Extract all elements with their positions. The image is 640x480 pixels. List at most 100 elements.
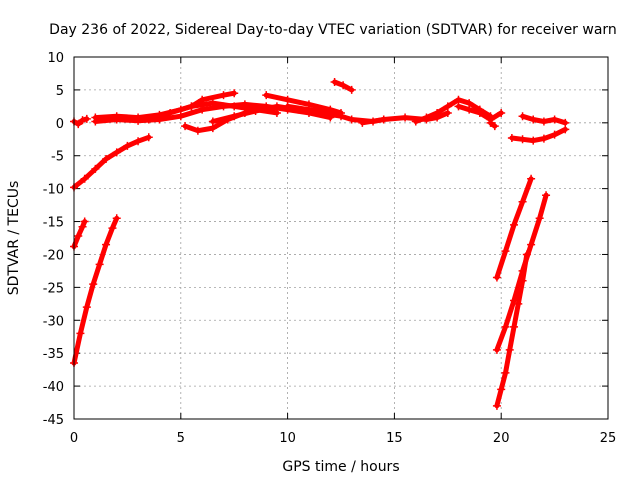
data-point-marker [330, 78, 339, 87]
data-point-marker [518, 112, 527, 121]
series-arc-21 [518, 112, 570, 127]
data-point-marker [510, 220, 519, 229]
y-tick-label: -30 [43, 314, 64, 329]
series-arc-10 [262, 91, 345, 117]
data-point-marker [123, 141, 132, 150]
data-point-marker [193, 126, 202, 135]
x-tick-label: 20 [493, 431, 510, 446]
series-arc-16 [486, 118, 499, 131]
data-point-marker [78, 222, 87, 231]
data-point-marker [550, 115, 559, 124]
data-point-marker [89, 280, 98, 289]
data-point-marker [518, 197, 527, 206]
data-point-marker [527, 240, 536, 249]
y-axis-label: SDTVAR / TECUs [6, 181, 22, 296]
data-point-marker [134, 137, 143, 146]
y-tick-label: -45 [43, 413, 64, 428]
data-point-marker [230, 112, 239, 121]
data-point-marker [561, 118, 570, 127]
data-series [70, 78, 570, 410]
x-tick-label: 5 [177, 431, 185, 446]
series-arc-19 [492, 250, 531, 410]
series-arc-12 [330, 78, 356, 94]
data-point-marker [112, 148, 121, 157]
chart-title: Day 236 of 2022, Sidereal Day-to-day VTE… [49, 22, 617, 38]
data-point-marker [433, 108, 442, 117]
data-point-marker [542, 191, 551, 200]
y-tick-label: -35 [43, 347, 64, 362]
data-point-marker [112, 214, 121, 223]
data-point-marker [102, 155, 111, 164]
y-tick-label: -25 [43, 281, 64, 296]
data-point-marker [134, 116, 143, 125]
data-point-marker [78, 116, 87, 125]
data-point-marker [272, 102, 281, 111]
data-point-marker [465, 105, 474, 114]
data-point-marker [219, 91, 228, 100]
data-point-marker [347, 85, 356, 94]
data-point-marker [339, 81, 348, 90]
data-point-marker [208, 117, 217, 126]
data-point-marker [80, 174, 89, 183]
data-point-marker [181, 122, 190, 131]
data-point-marker [529, 136, 538, 145]
data-point-marker [82, 114, 91, 123]
data-point-marker [112, 115, 121, 124]
data-point-marker [347, 115, 356, 124]
data-point-marker [475, 108, 484, 117]
data-point-marker [492, 273, 501, 282]
data-point-marker [102, 240, 111, 249]
series-trace [71, 219, 88, 250]
data-point-marker [91, 117, 100, 126]
data-point-marker [176, 112, 185, 121]
data-point-marker [411, 117, 420, 126]
data-point-marker [166, 108, 175, 117]
data-point-marker [230, 89, 239, 98]
series-trace [71, 215, 120, 366]
data-point-marker [514, 299, 523, 308]
data-point-marker [358, 118, 367, 127]
data-point-marker [74, 232, 83, 241]
axis-ticks: 0 5 10 15 20 25 10 5 0 -5 -10 -15 -20 -25 -30 -35 -40 -45 [43, 51, 617, 446]
data-point-marker [144, 133, 153, 142]
data-point-marker [401, 113, 410, 122]
data-point-marker [507, 133, 516, 142]
data-point-marker [501, 322, 510, 331]
data-point-marker [492, 401, 501, 410]
plot-frame [73, 56, 609, 420]
series-arc-3 [70, 214, 121, 368]
data-point-marker [91, 164, 100, 173]
data-point-marker [251, 106, 260, 115]
series-arc-15 [454, 102, 506, 124]
data-point-marker [505, 345, 514, 354]
data-point-marker [539, 117, 548, 126]
data-point-marker [501, 368, 510, 377]
data-point-marker [497, 385, 506, 394]
data-point-marker [80, 217, 89, 226]
y-tick-label: 0 [56, 117, 64, 132]
y-tick-label: -5 [51, 150, 64, 165]
y-tick-label: 5 [56, 84, 64, 99]
data-point-marker [527, 174, 536, 183]
data-point-marker [76, 329, 85, 338]
data-point-marker [208, 99, 217, 108]
data-point-marker [262, 91, 271, 100]
x-tick-label: 25 [600, 431, 617, 446]
data-point-marker [379, 115, 388, 124]
data-point-marker [486, 118, 495, 127]
y-tick-label: -40 [43, 380, 64, 395]
data-point-marker [187, 102, 196, 111]
x-tick-label: 0 [70, 431, 78, 446]
x-tick-label: 10 [279, 431, 296, 446]
data-point-marker [492, 345, 501, 354]
data-point-marker [283, 102, 292, 111]
data-point-marker [230, 102, 239, 111]
series-arc-4 [70, 114, 91, 129]
x-axis-label: GPS time / hours [282, 459, 399, 475]
data-point-marker [497, 108, 506, 117]
data-point-marker [529, 115, 538, 124]
data-point-marker [490, 122, 499, 131]
series-arc-2 [70, 217, 89, 251]
data-point-marker [518, 276, 527, 285]
